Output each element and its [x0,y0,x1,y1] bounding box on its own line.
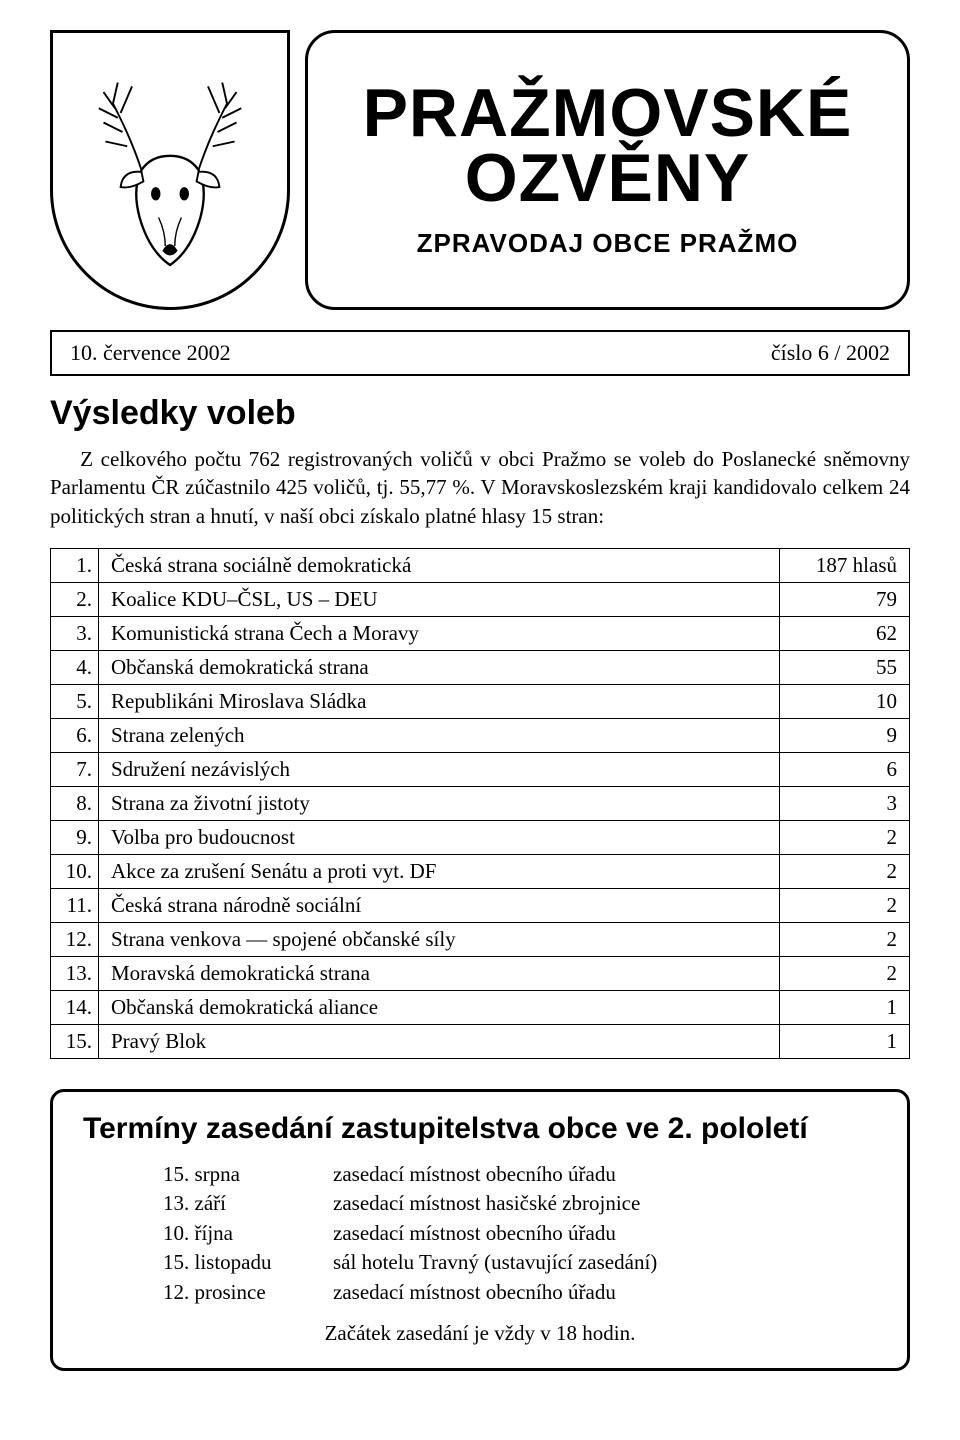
result-party: Česká strana sociálně demokratická [99,549,780,583]
results-table: 1.Česká strana sociálně demokratická187 … [50,548,910,1059]
table-row: 14.Občanská demokratická aliance1 [51,991,910,1025]
table-row: 6.Strana zelených9 [51,719,910,753]
issue-date: 10. července 2002 [70,340,231,366]
result-votes: 6 [780,753,910,787]
result-party: Strana venkova — spojené občanské síly [99,923,780,957]
result-votes: 1 [780,1025,910,1059]
result-votes: 3 [780,787,910,821]
result-rank: 7. [51,753,99,787]
result-party: Akce za zrušení Senátu a proti vyt. DF [99,855,780,889]
meeting-date: 13. září [163,1189,333,1218]
table-row: 3.Komunistická strana Čech a Moravy62 [51,617,910,651]
result-party: Strana za životní jistoty [99,787,780,821]
table-row: 12.Strana venkova — spojené občanské síl… [51,923,910,957]
meeting-row: 13. zářízasedací místnost hasičské zbroj… [163,1189,877,1218]
article-intro: Z celkového počtu 762 registrovaných vol… [50,445,910,530]
article-title: Výsledky voleb [50,394,910,433]
result-rank: 5. [51,685,99,719]
result-party: Republikáni Miroslava Sládka [99,685,780,719]
result-rank: 1. [51,549,99,583]
meeting-date: 15. listopadu [163,1248,333,1277]
coat-of-arms [50,30,290,310]
result-rank: 14. [51,991,99,1025]
result-rank: 3. [51,617,99,651]
result-rank: 15. [51,1025,99,1059]
result-votes: 9 [780,719,910,753]
meeting-place: zasedací místnost obecního úřadu [333,1219,616,1248]
result-votes: 2 [780,889,910,923]
result-party: Volba pro budoucnost [99,821,780,855]
meeting-row: 15. listopadusál hotelu Travný (ustavují… [163,1248,877,1277]
footer-title: Termíny zasedání zastupitelstva obce ve … [83,1112,877,1146]
result-rank: 8. [51,787,99,821]
table-row: 5.Republikáni Miroslava Sládka10 [51,685,910,719]
result-rank: 2. [51,583,99,617]
result-rank: 4. [51,651,99,685]
meeting-date: 12. prosince [163,1278,333,1307]
table-row: 4.Občanská demokratická strana55 [51,651,910,685]
table-row: 15.Pravý Blok1 [51,1025,910,1059]
table-row: 9.Volba pro budoucnost2 [51,821,910,855]
intro-text: Z celkového počtu 762 registrovaných vol… [50,447,910,528]
meeting-place: zasedací místnost hasičské zbrojnice [333,1189,640,1218]
table-row: 10.Akce za zrušení Senátu a proti vyt. D… [51,855,910,889]
table-row: 11.Česká strana národně sociální2 [51,889,910,923]
result-rank: 6. [51,719,99,753]
table-row: 1.Česká strana sociálně demokratická187 … [51,549,910,583]
result-votes: 79 [780,583,910,617]
issue-number: číslo 6 / 2002 [771,340,890,366]
issue-meta: 10. července 2002 číslo 6 / 2002 [50,330,910,376]
meeting-date: 10. října [163,1219,333,1248]
newsletter-subtitle: ZPRAVODAJ OBCE PRAŽMO [328,228,887,259]
deer-icon [75,65,265,275]
meeting-place: sál hotelu Travný (ustavující zasedání) [333,1248,657,1277]
meeting-place: zasedací místnost obecního úřadu [333,1160,616,1189]
result-votes: 2 [780,923,910,957]
result-rank: 9. [51,821,99,855]
result-party: Česká strana národně sociální [99,889,780,923]
meetings-list: 15. srpnazasedací místnost obecního úřad… [163,1160,877,1307]
result-party: Pravý Blok [99,1025,780,1059]
title-line2: OZVĚNY [465,140,751,216]
result-party: Občanská demokratická aliance [99,991,780,1025]
result-party: Koalice KDU–ČSL, US – DEU [99,583,780,617]
newsletter-title: PRAŽMOVSKÉ OZVĚNY [328,81,887,210]
title-box: PRAŽMOVSKÉ OZVĚNY ZPRAVODAJ OBCE PRAŽMO [305,30,910,310]
result-rank: 12. [51,923,99,957]
result-votes: 55 [780,651,910,685]
result-party: Komunistická strana Čech a Moravy [99,617,780,651]
meeting-row: 15. srpnazasedací místnost obecního úřad… [163,1160,877,1189]
result-rank: 11. [51,889,99,923]
table-row: 13.Moravská demokratická strana2 [51,957,910,991]
footer-box: Termíny zasedání zastupitelstva obce ve … [50,1089,910,1371]
meeting-row: 10. říjnazasedací místnost obecního úřad… [163,1219,877,1248]
result-rank: 13. [51,957,99,991]
result-votes: 2 [780,821,910,855]
result-party: Moravská demokratická strana [99,957,780,991]
result-party: Sdružení nezávislých [99,753,780,787]
result-votes: 2 [780,855,910,889]
result-votes: 187 hlasů [780,549,910,583]
result-votes: 10 [780,685,910,719]
meetings-note: Začátek zasedání je vždy v 18 hodin. [83,1321,877,1346]
result-votes: 1 [780,991,910,1025]
result-party: Občanská demokratická strana [99,651,780,685]
result-votes: 62 [780,617,910,651]
table-row: 8.Strana za životní jistoty3 [51,787,910,821]
result-rank: 10. [51,855,99,889]
result-party: Strana zelených [99,719,780,753]
meeting-date: 15. srpna [163,1160,333,1189]
result-votes: 2 [780,957,910,991]
header-row: PRAŽMOVSKÉ OZVĚNY ZPRAVODAJ OBCE PRAŽMO [50,30,910,310]
table-row: 7.Sdružení nezávislých6 [51,753,910,787]
meeting-row: 12. prosincezasedací místnost obecního ú… [163,1278,877,1307]
table-row: 2.Koalice KDU–ČSL, US – DEU79 [51,583,910,617]
meeting-place: zasedací místnost obecního úřadu [333,1278,616,1307]
